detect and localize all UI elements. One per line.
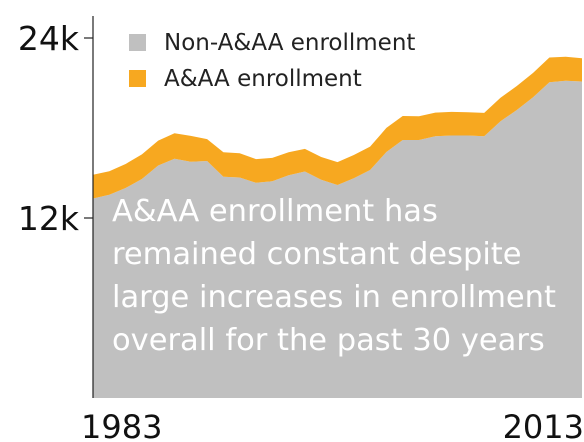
annotation-line: large increases in enrollment (112, 280, 556, 315)
annotation-line: overall for the past 30 years (112, 323, 545, 358)
y-tick-label: 12k (18, 199, 80, 238)
x-tick-label: 2013 (503, 408, 584, 442)
annotation-line: remained constant despite (112, 237, 522, 272)
legend-label: Non-A&AA enrollment (164, 30, 415, 56)
legend: Non-A&AA enrollment A&AA enrollment (129, 30, 415, 92)
annotation-line: A&AA enrollment has (112, 194, 438, 229)
chart-annotation: A&AA enrollment has remained constant des… (112, 194, 556, 358)
legend-swatch (129, 34, 146, 51)
x-tick-label: 1983 (81, 408, 162, 442)
y-tick-label: 24k (18, 19, 80, 58)
legend-swatch (129, 70, 146, 87)
area-layer (93, 56, 582, 399)
axes-layer: 12k 24k 1983 2013 (18, 16, 584, 442)
area-series-0 (93, 80, 582, 399)
legend-label: A&AA enrollment (164, 66, 362, 92)
area-series-1 (93, 56, 582, 199)
